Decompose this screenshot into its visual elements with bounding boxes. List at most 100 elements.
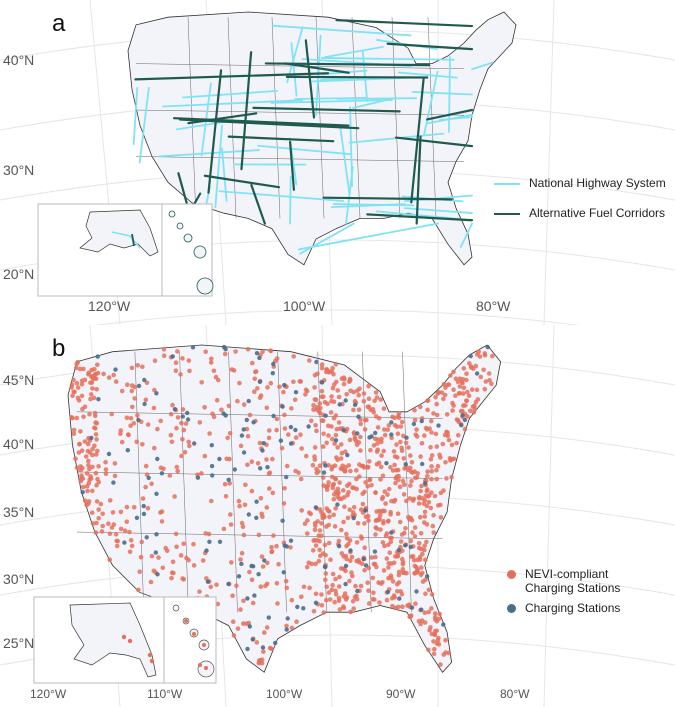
nevi-station-dot bbox=[338, 456, 344, 461]
nevi-station-dot bbox=[436, 503, 441, 508]
nevi-station-dot bbox=[199, 380, 204, 385]
nevi-station-dot bbox=[282, 486, 287, 491]
nevi-station-dot bbox=[184, 555, 189, 561]
nevi-station-dot bbox=[187, 443, 192, 449]
nevi-station-dot bbox=[412, 563, 418, 569]
nevi-station-dot bbox=[408, 538, 414, 544]
nevi-station-dot bbox=[100, 511, 105, 517]
nevi-station-dot bbox=[386, 486, 392, 492]
nevi-station-dot bbox=[396, 415, 402, 420]
nevi-station-dot bbox=[438, 455, 443, 460]
nevi-station-dot bbox=[160, 565, 166, 571]
nevi-station-dot bbox=[191, 563, 197, 568]
nevi-station-dot bbox=[319, 362, 325, 367]
charging-station-dot bbox=[172, 407, 178, 412]
nevi-station-dot bbox=[333, 506, 339, 511]
nhs-segment bbox=[298, 222, 439, 251]
nevi-station-dot bbox=[180, 576, 185, 581]
charging-station-dot bbox=[262, 558, 267, 563]
nevi-station-dot bbox=[264, 405, 270, 411]
nevi-station-dot bbox=[145, 505, 151, 511]
nevi-station-dot bbox=[356, 557, 361, 563]
nevi-station-dot bbox=[381, 406, 387, 411]
nevi-station-dot bbox=[347, 507, 353, 512]
nevi-station-dot bbox=[264, 625, 270, 630]
nevi-station-dot bbox=[436, 389, 441, 395]
nevi-station-dot bbox=[434, 412, 440, 418]
nevi-station-dot bbox=[237, 503, 242, 509]
nevi-station-dot bbox=[182, 449, 188, 455]
nevi-station-dot bbox=[474, 387, 480, 393]
nevi-station-dot bbox=[256, 532, 262, 538]
nevi-station-dot bbox=[173, 531, 179, 537]
nevi-station-dot bbox=[373, 490, 378, 495]
nevi-station-dot bbox=[448, 458, 453, 463]
nevi-station-dot bbox=[355, 521, 361, 526]
nevi-station-dot bbox=[466, 393, 472, 398]
nevi-station-dot bbox=[297, 379, 303, 384]
nevi-station-dot bbox=[270, 456, 275, 462]
nevi-station-dot bbox=[406, 445, 411, 450]
charging-station-dot bbox=[246, 398, 251, 404]
nevi-station-dot bbox=[312, 527, 318, 533]
nevi-station-dot bbox=[409, 554, 414, 559]
nevi-station-dot bbox=[268, 380, 274, 386]
nevi-station-dot bbox=[103, 467, 109, 472]
nevi-station-dot bbox=[373, 554, 378, 560]
nevi-station-dot bbox=[394, 467, 399, 473]
nevi-station-dot bbox=[110, 510, 116, 515]
nevi-station-dot bbox=[158, 418, 163, 424]
nevi-station-dot bbox=[365, 484, 371, 489]
charging-station-dot bbox=[293, 427, 298, 433]
nevi-station-dot bbox=[85, 448, 91, 454]
nevi-station-dot bbox=[419, 618, 425, 623]
nevi-station-dot bbox=[441, 381, 447, 387]
nhs-segment bbox=[257, 144, 352, 156]
nevi-station-dot bbox=[451, 369, 456, 375]
charging-station-dot bbox=[134, 515, 140, 520]
nevi-station-dot bbox=[382, 543, 387, 549]
nevi-station-dot bbox=[264, 457, 269, 462]
nevi-station-dot bbox=[82, 439, 88, 444]
nevi-station-dot bbox=[397, 484, 403, 490]
nevi-station-dot bbox=[89, 392, 94, 397]
nevi-station-dot bbox=[457, 384, 463, 389]
charging-station-dot bbox=[122, 540, 127, 545]
nevi-station-dot bbox=[400, 604, 405, 609]
nevi-station-dot bbox=[281, 501, 287, 506]
nevi-station-dot bbox=[230, 593, 235, 598]
nevi-station-dot bbox=[346, 463, 352, 468]
nevi-station-dot bbox=[464, 377, 469, 383]
nevi-station-dot bbox=[359, 463, 365, 469]
a-state-border-h-1 bbox=[135, 109, 465, 116]
nevi-station-dot bbox=[101, 371, 106, 377]
nevi-station-dot bbox=[114, 543, 120, 549]
nevi-station-dot bbox=[330, 571, 336, 577]
nevi-station-dot bbox=[335, 494, 341, 500]
nevi-station-dot bbox=[200, 558, 206, 563]
nhs-segment bbox=[471, 61, 494, 70]
nevi-station-dot bbox=[247, 412, 253, 418]
legend-label-nevi: NEVI-compliant Charging Stations bbox=[525, 567, 621, 595]
nevi-station-dot bbox=[331, 497, 337, 502]
nevi-station-dot bbox=[384, 556, 390, 561]
nevi-station-dot bbox=[349, 570, 354, 575]
lat-label-30n-b: 30°N bbox=[3, 571, 35, 587]
nevi-station-dot bbox=[263, 583, 268, 589]
nevi-station-dot bbox=[372, 398, 377, 404]
nevi-station-dot bbox=[444, 412, 450, 417]
nevi-station-dot bbox=[358, 448, 363, 453]
nevi-station-dot bbox=[309, 418, 314, 424]
nevi-station-dot bbox=[426, 647, 431, 653]
nevi-station-dot bbox=[377, 600, 382, 605]
charging-station-dot bbox=[258, 466, 263, 471]
nevi-station-dot bbox=[325, 508, 331, 513]
nevi-station-dot bbox=[428, 445, 433, 450]
nevi-station-dot bbox=[347, 481, 352, 487]
nevi-station-dot bbox=[431, 411, 436, 416]
nevi-station-dot bbox=[374, 526, 380, 531]
nevi-station-dot bbox=[407, 496, 413, 501]
charging-station-dot bbox=[389, 432, 394, 437]
nevi-station-dot bbox=[422, 547, 427, 553]
nevi-station-dot bbox=[409, 518, 415, 523]
